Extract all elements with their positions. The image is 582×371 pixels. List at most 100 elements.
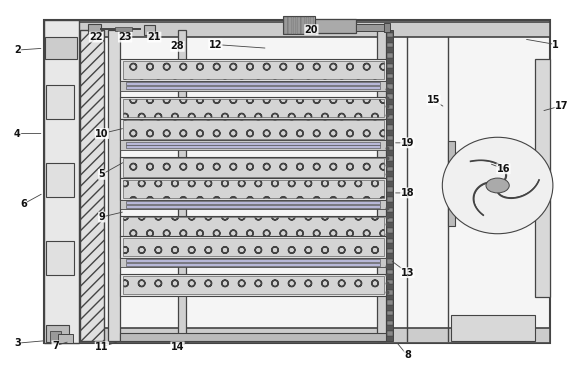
Bar	[387, 311, 393, 315]
Bar	[387, 218, 393, 223]
Bar	[387, 301, 393, 305]
Bar	[120, 236, 386, 258]
Bar	[283, 16, 315, 34]
Bar	[315, 19, 356, 33]
Text: 28: 28	[171, 42, 184, 51]
Bar	[126, 263, 380, 266]
Bar	[80, 30, 104, 341]
Bar	[451, 315, 535, 341]
Bar	[120, 119, 386, 140]
Text: 18: 18	[400, 188, 414, 198]
Bar	[126, 205, 380, 208]
Bar	[387, 290, 393, 295]
Bar	[448, 141, 455, 226]
Bar	[387, 43, 393, 47]
Bar	[44, 20, 79, 343]
Bar	[120, 258, 386, 267]
Bar	[377, 30, 386, 341]
Bar	[387, 95, 393, 99]
Bar	[387, 321, 393, 325]
Bar	[120, 178, 386, 200]
Text: 15: 15	[427, 95, 441, 105]
Bar	[387, 33, 393, 37]
Text: 9: 9	[98, 212, 105, 222]
Bar	[46, 85, 74, 119]
Bar	[387, 177, 393, 181]
Bar	[284, 17, 288, 34]
Bar	[108, 30, 120, 341]
Bar	[535, 59, 550, 297]
Bar	[387, 331, 393, 336]
Text: 12: 12	[208, 40, 222, 49]
Text: 7: 7	[52, 341, 59, 351]
Text: 17: 17	[555, 101, 569, 111]
Bar	[297, 17, 300, 34]
Bar	[387, 259, 393, 264]
Bar	[46, 241, 74, 275]
Circle shape	[486, 178, 509, 193]
Text: 19: 19	[400, 138, 414, 148]
Bar	[356, 24, 386, 31]
Text: 3: 3	[14, 338, 21, 348]
Bar	[45, 37, 77, 59]
Bar	[123, 217, 384, 236]
Bar	[387, 280, 393, 284]
Bar	[126, 86, 380, 89]
Text: 23: 23	[118, 32, 132, 42]
Bar	[144, 25, 155, 35]
Bar	[50, 331, 61, 342]
Bar	[301, 17, 305, 34]
Bar	[88, 24, 101, 33]
Bar	[387, 197, 393, 202]
Text: 8: 8	[404, 351, 411, 360]
Bar	[386, 30, 393, 341]
Bar	[387, 249, 393, 253]
Bar	[126, 259, 380, 262]
Bar	[288, 17, 292, 34]
Bar	[120, 97, 386, 119]
Bar	[387, 239, 393, 243]
Bar	[126, 201, 380, 204]
Bar	[123, 276, 384, 294]
Bar	[293, 17, 296, 34]
Bar	[44, 20, 550, 343]
Bar	[387, 105, 393, 109]
Bar	[58, 334, 73, 343]
Bar	[387, 63, 393, 68]
Text: 6: 6	[20, 199, 27, 209]
Bar	[384, 23, 390, 32]
Text: 13: 13	[400, 268, 414, 278]
Text: 16: 16	[496, 164, 510, 174]
Bar	[387, 84, 393, 89]
Bar	[387, 115, 393, 119]
Bar	[387, 146, 393, 150]
Bar	[44, 328, 550, 343]
Ellipse shape	[442, 137, 553, 234]
Bar	[387, 208, 393, 212]
Text: 2: 2	[14, 45, 21, 55]
Bar	[123, 99, 384, 117]
Text: 14: 14	[171, 342, 184, 352]
Bar	[120, 140, 386, 150]
Bar	[123, 120, 384, 139]
Text: 11: 11	[95, 342, 109, 352]
Bar	[120, 59, 386, 81]
Bar	[123, 180, 384, 198]
Bar	[387, 156, 393, 161]
Bar	[126, 145, 380, 148]
Bar	[123, 61, 384, 79]
Bar	[448, 189, 461, 202]
Bar	[448, 163, 461, 176]
Bar	[46, 163, 74, 197]
Text: 21: 21	[147, 32, 161, 42]
Bar	[115, 27, 132, 31]
Bar	[387, 74, 393, 78]
Text: 4: 4	[14, 129, 21, 138]
Bar	[120, 157, 386, 178]
Text: 20: 20	[304, 25, 318, 35]
Bar	[126, 142, 380, 145]
Bar	[306, 17, 310, 34]
Bar	[120, 200, 386, 209]
Bar	[387, 125, 393, 130]
Text: 5: 5	[98, 170, 105, 179]
